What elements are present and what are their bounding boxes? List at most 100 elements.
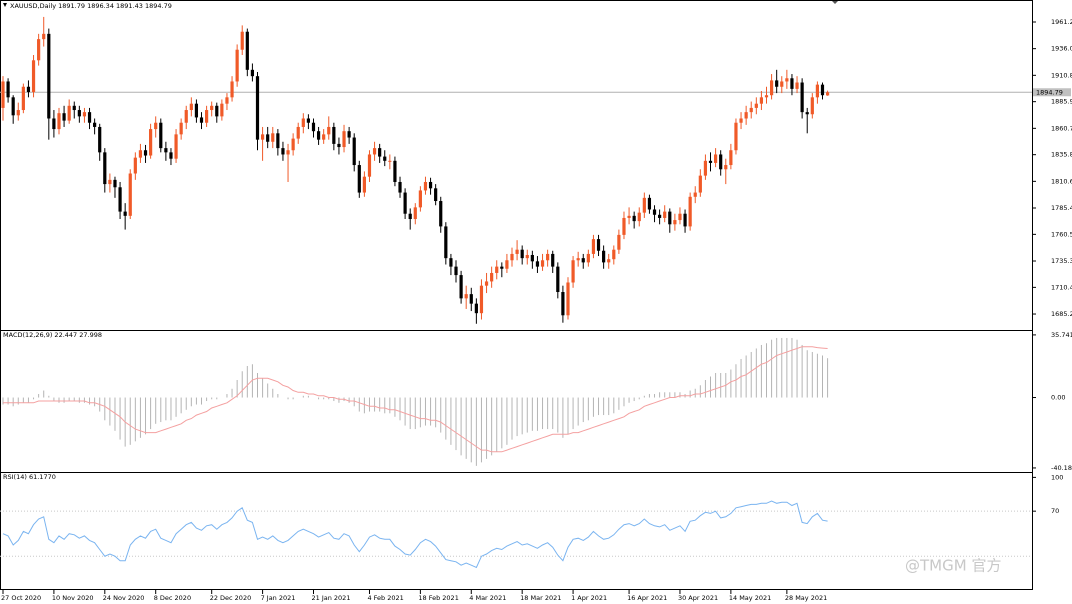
y-tick-label: 1785.40 <box>1051 204 1072 212</box>
candle-body <box>795 82 799 89</box>
candle-body <box>825 92 830 96</box>
x-tick-label: 8 Dec 2020 <box>154 594 191 602</box>
candle-body <box>82 112 87 117</box>
symbol-icon <box>3 3 7 7</box>
candle-body <box>103 152 107 185</box>
candle-body <box>556 266 560 293</box>
candle-body <box>133 157 137 174</box>
candle-body <box>77 110 81 117</box>
candle-body <box>759 97 764 104</box>
candle-body <box>138 150 143 158</box>
candle-body <box>250 69 255 77</box>
candle-body <box>230 81 234 98</box>
candle-body <box>474 303 478 314</box>
candle-body <box>535 261 540 267</box>
candle-body <box>581 258 585 263</box>
rsi-title: RSI(14) 61.1770 <box>3 473 56 481</box>
y-tick-label: 70 <box>1051 507 1059 515</box>
candle-body <box>235 49 239 82</box>
candle-body <box>398 181 402 193</box>
macd-title: MACD(12,26,9) 22.447 27.998 <box>3 331 102 339</box>
candle-body <box>296 126 300 139</box>
candle-body <box>164 148 168 153</box>
candle-body <box>607 259 611 263</box>
candle-body <box>444 226 448 259</box>
candle-body <box>484 281 489 286</box>
candle-body <box>637 212 641 222</box>
candle-body <box>515 249 519 254</box>
candle-body <box>775 80 779 87</box>
candle-body <box>311 122 316 132</box>
candle-body <box>281 148 285 155</box>
candle-body <box>688 196 692 227</box>
candle-body <box>352 137 356 166</box>
candle-body <box>714 154 718 163</box>
candle-body <box>327 126 331 135</box>
candle-body <box>479 285 484 314</box>
candle-body <box>693 192 697 197</box>
candle-body <box>403 192 407 214</box>
candle-body <box>658 214 662 218</box>
candle-body <box>540 260 545 267</box>
candle-body <box>143 150 148 156</box>
candle-body <box>586 253 590 263</box>
y-tick-label: 1735.30 <box>1051 257 1072 265</box>
candle-body <box>393 160 397 182</box>
candle-body <box>490 272 494 282</box>
candle-body <box>383 156 387 161</box>
candle-body <box>26 86 31 93</box>
candle-body <box>286 150 290 155</box>
candle-body <box>93 122 97 127</box>
candle-body <box>62 113 66 121</box>
candle-body <box>612 249 616 260</box>
candle-body <box>42 33 46 40</box>
candle-body <box>418 190 422 208</box>
candle-body <box>434 188 438 202</box>
x-tick-label: 4 Feb 2021 <box>367 594 403 602</box>
candle-body <box>571 260 575 283</box>
candle-body <box>337 143 341 148</box>
y-tick-label: 0.00 <box>1051 394 1065 402</box>
candle-body <box>800 82 804 113</box>
candle-body <box>388 160 392 162</box>
candle-body <box>719 154 723 170</box>
candle-body <box>332 126 336 144</box>
candle-body <box>159 122 163 149</box>
x-tick-label: 4 Mar 2021 <box>469 594 506 602</box>
candle-body <box>546 253 550 261</box>
chart-frame <box>0 0 1033 590</box>
x-tick-label: 10 Nov 2020 <box>52 594 94 602</box>
candle-body <box>780 81 784 87</box>
candle-body <box>245 31 249 70</box>
candle-body <box>255 76 260 140</box>
candle-body <box>372 148 377 155</box>
candle-body <box>271 133 275 142</box>
y-tick-label: -40.186 <box>1051 464 1072 472</box>
candle-body <box>123 211 127 216</box>
candle-body <box>184 110 188 123</box>
candle-body <box>291 138 295 151</box>
y-tick-label: 1760.50 <box>1051 230 1072 238</box>
candle-body <box>316 131 321 140</box>
candle-body <box>566 282 570 316</box>
x-tick-label: 16 Apr 2021 <box>627 594 667 602</box>
candle-body <box>500 266 504 269</box>
candle-body <box>57 113 61 130</box>
candle-body <box>67 105 71 121</box>
y-tick-label: 1835.80 <box>1051 151 1072 159</box>
candle-body <box>632 215 636 222</box>
candle-body <box>525 254 529 259</box>
x-tick-label: 21 Jan 2021 <box>311 594 350 602</box>
candle-body <box>1 81 5 108</box>
macd-signal <box>3 346 828 453</box>
candle-body <box>596 239 601 251</box>
candle-body <box>37 39 41 61</box>
y-tick-label: 1961.20 <box>1051 18 1072 26</box>
candle-body <box>276 133 280 149</box>
candle-body <box>423 181 428 191</box>
candle-body <box>357 165 361 193</box>
candle-body <box>301 118 305 127</box>
candle-body <box>199 117 204 123</box>
candle-body <box>820 84 825 96</box>
candle-body <box>708 160 713 163</box>
